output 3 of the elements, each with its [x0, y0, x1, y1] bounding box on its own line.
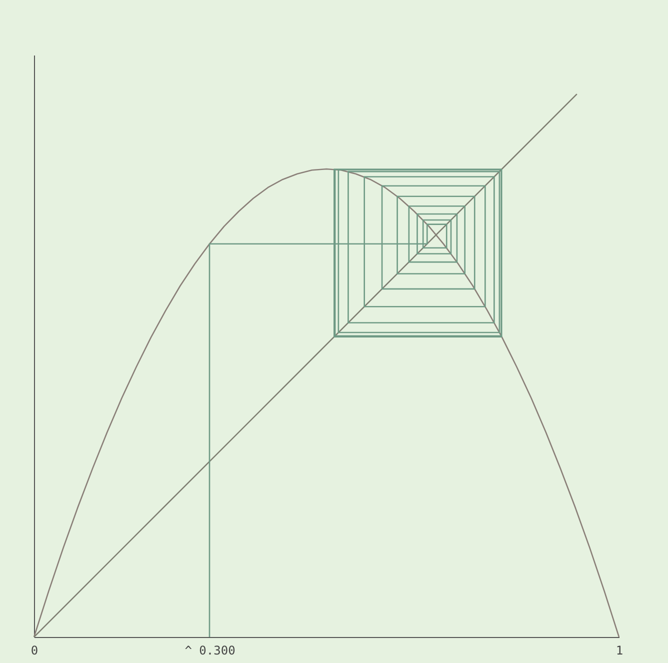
x-tick-label: 0	[30, 644, 38, 658]
x-tick-label: 1	[616, 644, 624, 658]
x-tick-label: ^ 0.300	[184, 644, 236, 658]
